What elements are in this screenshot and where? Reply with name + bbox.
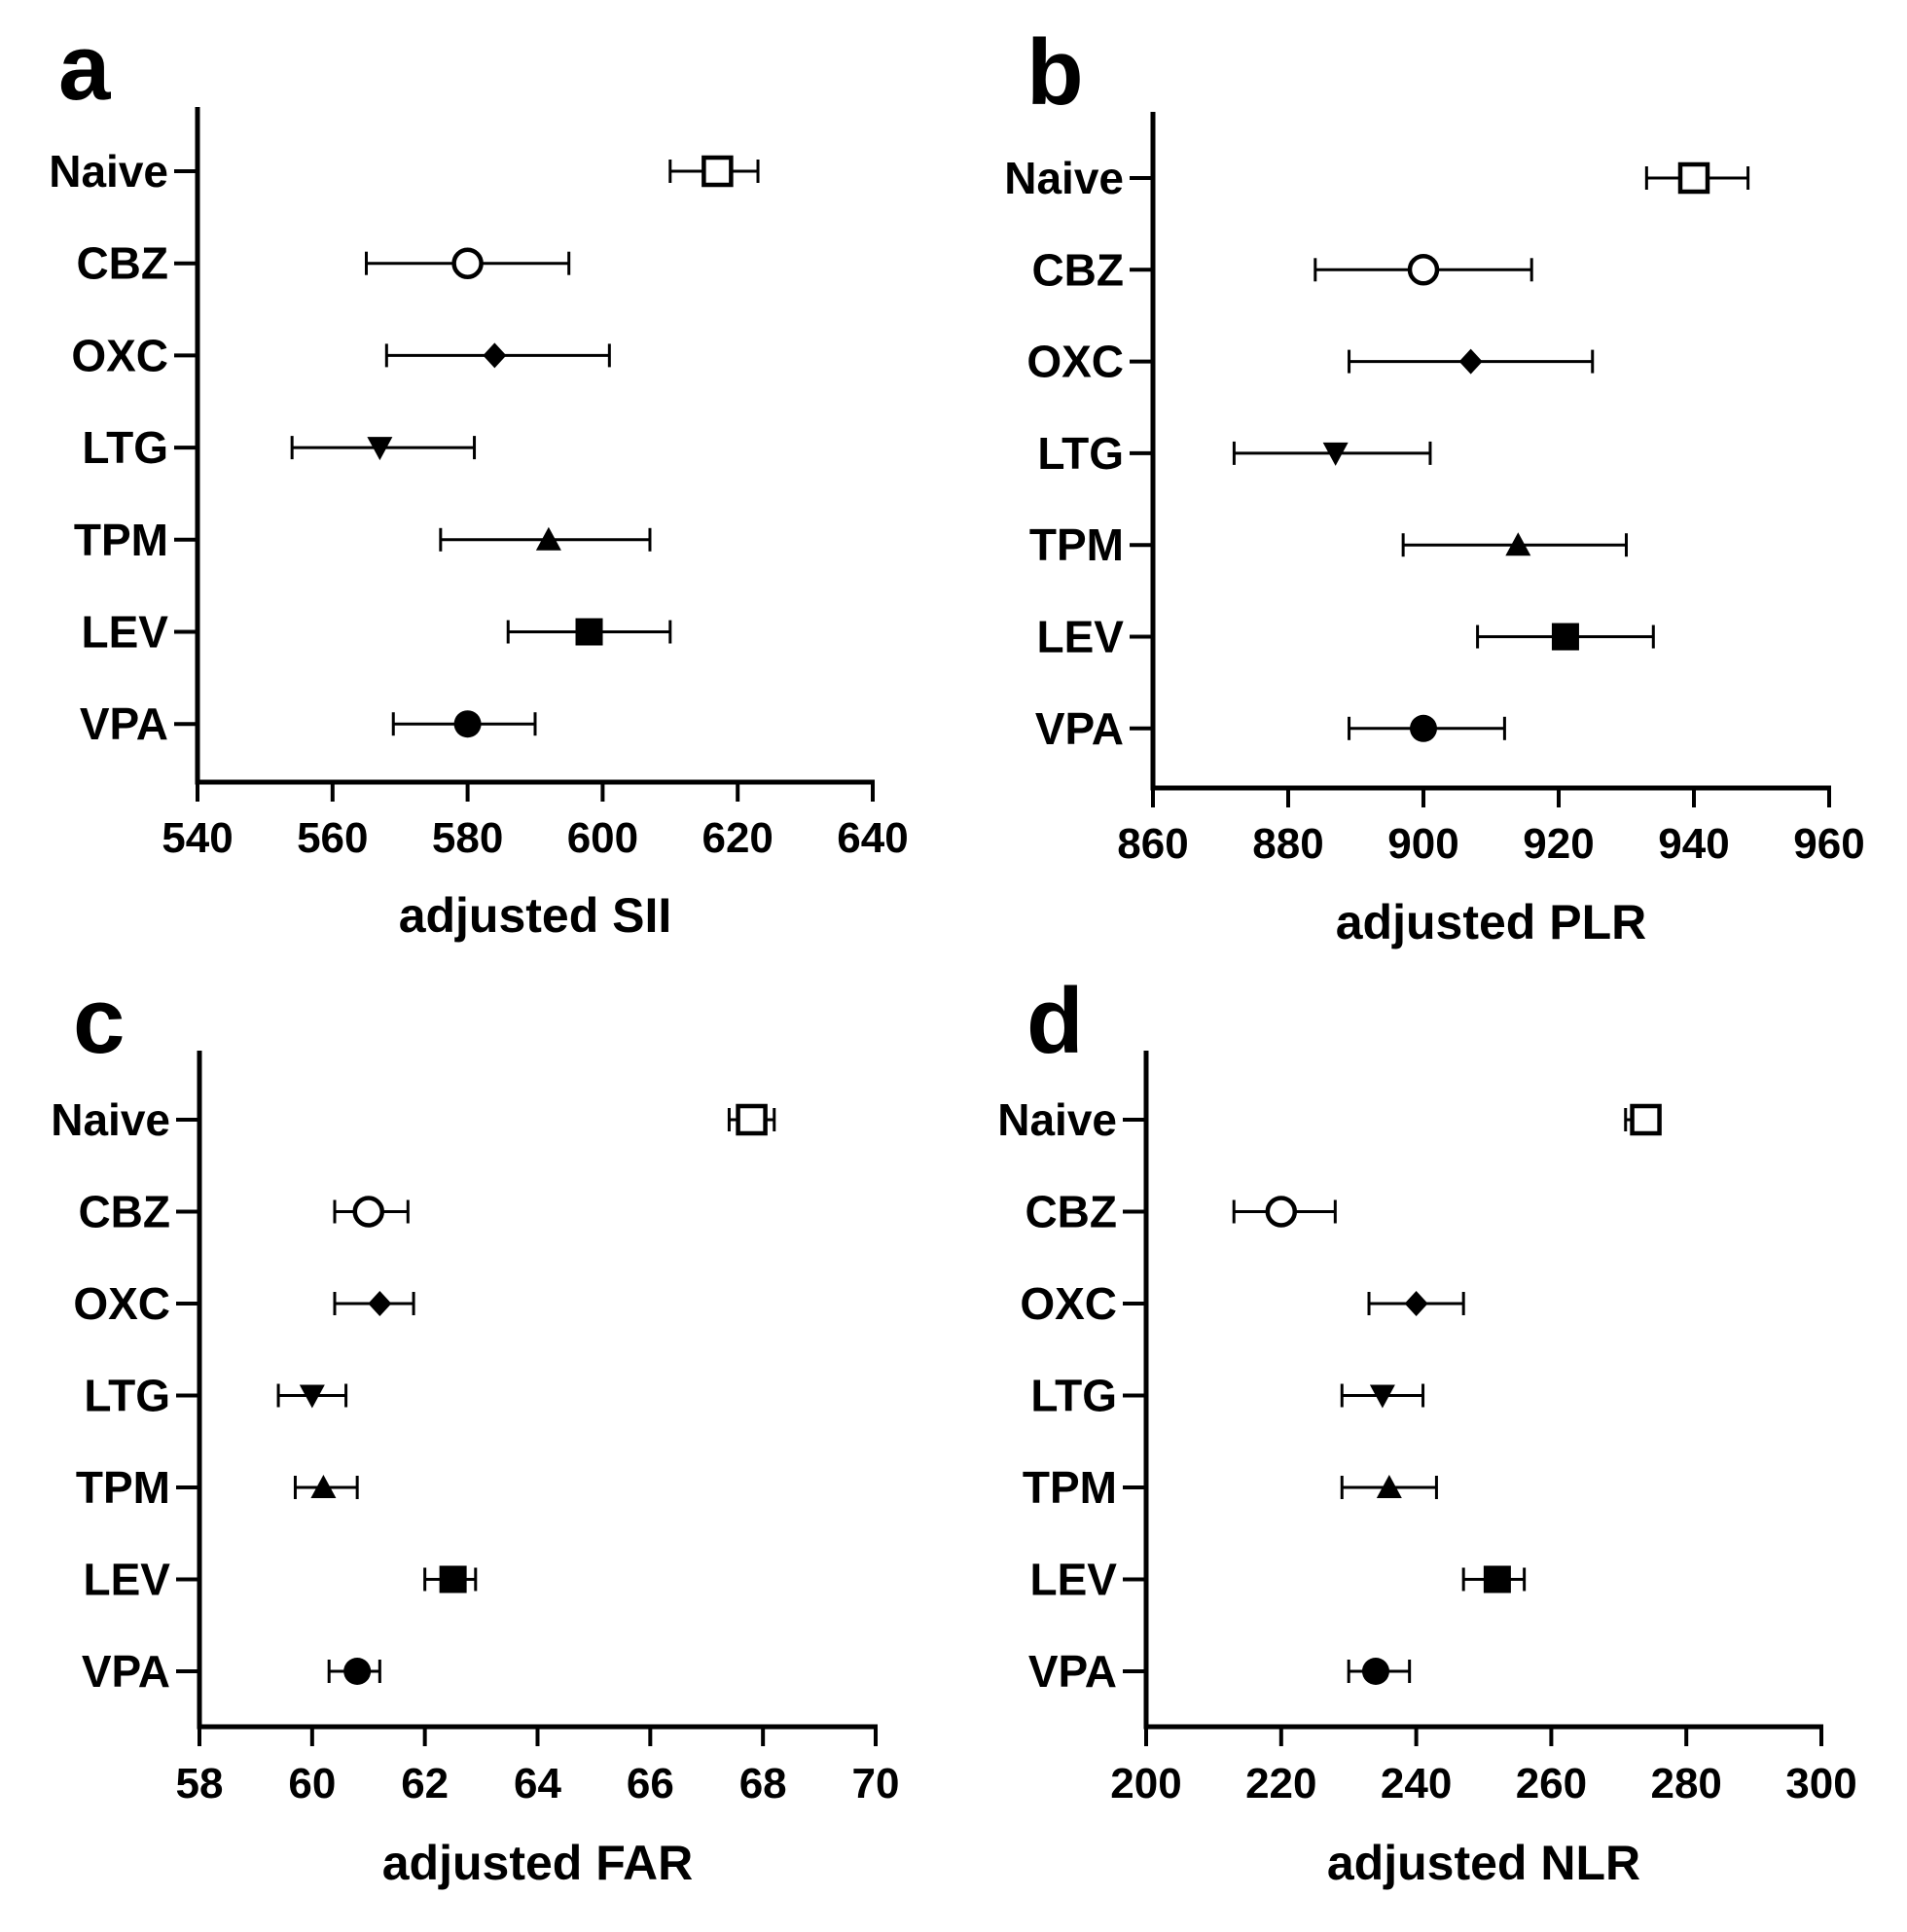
point-lev	[439, 1565, 467, 1593]
category-label-naive: Naive	[49, 146, 168, 197]
x-tick-label: 880	[1252, 820, 1323, 868]
x-axis-title: adjusted FAR	[382, 1836, 693, 1890]
point-oxc	[368, 1291, 392, 1316]
x-axis-title: adjusted NLR	[1327, 1836, 1640, 1890]
category-label-vpa: VPA	[82, 1646, 170, 1697]
point-ltg	[1369, 1384, 1395, 1409]
category-label-lev: LEV	[1037, 612, 1125, 662]
point-oxc	[1404, 1291, 1428, 1316]
category-label-lev: LEV	[84, 1555, 171, 1605]
category-label-ltg: LTG	[1037, 428, 1124, 479]
x-tick-label: 640	[837, 814, 908, 862]
point-naive	[1677, 161, 1710, 195]
x-tick-label: 580	[432, 814, 503, 862]
point-tpm	[1376, 1475, 1402, 1498]
category-label-tpm: TPM	[76, 1462, 170, 1513]
point-cbz	[352, 1196, 384, 1228]
point-lev	[1551, 623, 1579, 651]
panel-a: a 540 560 580 600 620 640 adjusted SII Naive CBZ O…	[49, 16, 908, 943]
category-label-cbz: CBZ	[1031, 244, 1124, 295]
x-tick-label: 900	[1387, 820, 1458, 868]
category-label-lev: LEV	[82, 607, 169, 658]
panel-d: d 200 220 240 260 280 300 adjusted NLR Naive CBZ O…	[997, 969, 1856, 1890]
category-label-naive: Naive	[1004, 153, 1124, 203]
point-cbz	[1407, 254, 1440, 286]
category-label-vpa: VPA	[1028, 1646, 1117, 1697]
x-tick-label: 920	[1523, 820, 1594, 868]
category-label-oxc: OXC	[1026, 337, 1124, 387]
point-cbz	[1265, 1196, 1298, 1228]
category-label-oxc: OXC	[1020, 1278, 1117, 1329]
x-tick-label: 60	[288, 1760, 336, 1807]
panel-c: c 58 60 62 64 66 68 70 adjusted FAR Naive CBZ OXC LT…	[51, 969, 899, 1890]
x-axis-title: adjusted SII	[399, 888, 672, 943]
point-ltg	[1322, 442, 1349, 466]
x-tick-label: 68	[739, 1760, 787, 1807]
point-vpa	[453, 710, 482, 738]
category-label-cbz: CBZ	[78, 1187, 170, 1237]
x-tick-label: 300	[1785, 1760, 1856, 1807]
x-tick-label: 960	[1793, 820, 1864, 868]
point-ltg	[299, 1384, 325, 1409]
x-axis-title: adjusted PLR	[1336, 895, 1646, 949]
category-label-vpa: VPA	[80, 698, 168, 749]
x-tick-label: 64	[514, 1760, 561, 1807]
category-label-ltg: LTG	[1030, 1371, 1117, 1421]
x-tick-label: 58	[176, 1760, 224, 1807]
category-label-tpm: TPM	[74, 515, 168, 565]
category-label-oxc: OXC	[71, 330, 168, 380]
x-tick-label: 70	[852, 1760, 900, 1807]
x-tick-label: 620	[702, 814, 773, 862]
category-label-tpm: TPM	[1029, 519, 1124, 570]
panel-b: b 860 880 900 920 940 960 adjusted PLR Naive CBZ O…	[1004, 20, 1864, 949]
point-vpa	[343, 1658, 372, 1685]
x-tick-label: 280	[1650, 1760, 1721, 1807]
x-tick-label: 200	[1110, 1760, 1181, 1807]
x-tick-label: 940	[1658, 820, 1729, 868]
panel-letter: a	[58, 16, 111, 120]
point-naive	[736, 1103, 768, 1136]
panel-letter: c	[73, 969, 125, 1073]
category-label-naive: Naive	[51, 1094, 170, 1145]
category-label-ltg: LTG	[82, 422, 168, 473]
category-label-cbz: CBZ	[76, 238, 168, 289]
category-label-oxc: OXC	[73, 1278, 170, 1329]
category-label-cbz: CBZ	[1025, 1187, 1117, 1237]
x-tick-label: 240	[1381, 1760, 1452, 1807]
x-tick-label: 540	[162, 814, 233, 862]
x-tick-label: 220	[1245, 1760, 1316, 1807]
category-label-vpa: VPA	[1035, 703, 1124, 754]
category-label-ltg: LTG	[84, 1371, 170, 1421]
x-tick-label: 260	[1516, 1760, 1587, 1807]
point-lev	[1483, 1565, 1511, 1593]
point-tpm	[310, 1475, 337, 1498]
category-label-tpm: TPM	[1023, 1462, 1117, 1513]
x-tick-label: 66	[627, 1760, 674, 1807]
point-oxc	[483, 342, 507, 369]
category-label-naive: Naive	[997, 1094, 1117, 1145]
point-cbz	[451, 247, 484, 279]
x-tick-label: 560	[297, 814, 368, 862]
point-vpa	[1361, 1658, 1389, 1685]
x-tick-label: 600	[567, 814, 638, 862]
point-naive	[1630, 1103, 1662, 1136]
point-tpm	[1505, 532, 1531, 556]
panel-letter: d	[1026, 969, 1084, 1073]
panel-letter: b	[1026, 20, 1084, 125]
point-vpa	[1410, 714, 1437, 742]
x-tick-label: 860	[1117, 820, 1188, 868]
category-label-lev: LEV	[1030, 1555, 1118, 1605]
point-tpm	[535, 526, 561, 551]
point-oxc	[1458, 348, 1483, 375]
point-ltg	[367, 437, 393, 461]
point-naive	[702, 155, 734, 188]
point-lev	[575, 618, 603, 646]
x-tick-label: 62	[401, 1760, 449, 1807]
